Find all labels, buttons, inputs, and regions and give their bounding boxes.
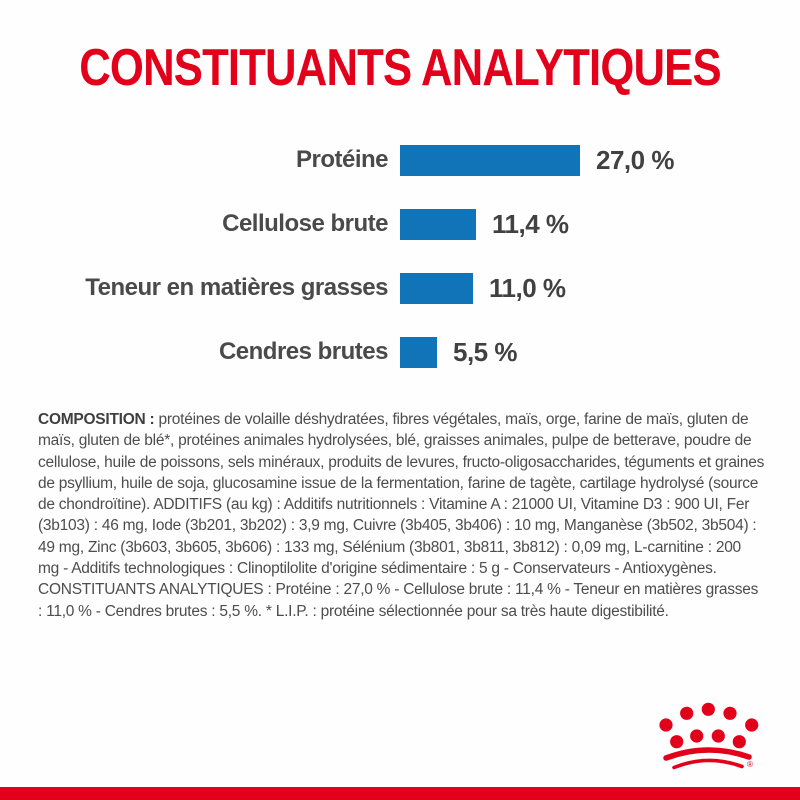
chart-row-protein: Protéine 27,0 % bbox=[0, 128, 800, 192]
composition-text: protéines de volaille déshydratées, fibr… bbox=[38, 411, 765, 620]
bar-value: 11,4 % bbox=[492, 208, 569, 239]
bar-value: 5,5 % bbox=[453, 336, 518, 367]
bar-label: Cellulose brute bbox=[222, 210, 388, 237]
registered-trademark-glyph: ® bbox=[747, 760, 753, 769]
brand-stripe bbox=[0, 787, 800, 800]
bar-value: 11,0 % bbox=[489, 272, 566, 303]
royal-canin-crown-icon: ® bbox=[659, 702, 759, 770]
chart-row-crude-cellulose: Cellulose brute 11,4 % bbox=[0, 192, 800, 256]
composition-paragraph: COMPOSITION : protéines de volaille désh… bbox=[38, 409, 766, 622]
bar-crude-ash bbox=[400, 336, 437, 368]
analytical-constituents-bar-chart: Protéine 27,0 % Cellulose brute 11,4 % T… bbox=[0, 128, 800, 384]
bar-protein bbox=[400, 144, 580, 176]
composition-heading: COMPOSITION : bbox=[38, 411, 155, 428]
page-title: CONSTITUANTS ANALYTIQUES bbox=[79, 39, 721, 97]
chart-row-crude-ash: Cendres brutes 5,5 % bbox=[0, 320, 800, 384]
bar-label: Protéine bbox=[295, 146, 389, 173]
bar-label: Cendres brutes bbox=[218, 338, 389, 365]
chart-row-fat-content: Teneur en matières grasses 11,0 % bbox=[0, 256, 800, 320]
bar-value: 27,0 % bbox=[596, 144, 674, 175]
bar-fat-content bbox=[400, 272, 473, 304]
bar-label: Teneur en matières grasses bbox=[85, 274, 388, 301]
bar-crude-cellulose bbox=[400, 208, 476, 240]
